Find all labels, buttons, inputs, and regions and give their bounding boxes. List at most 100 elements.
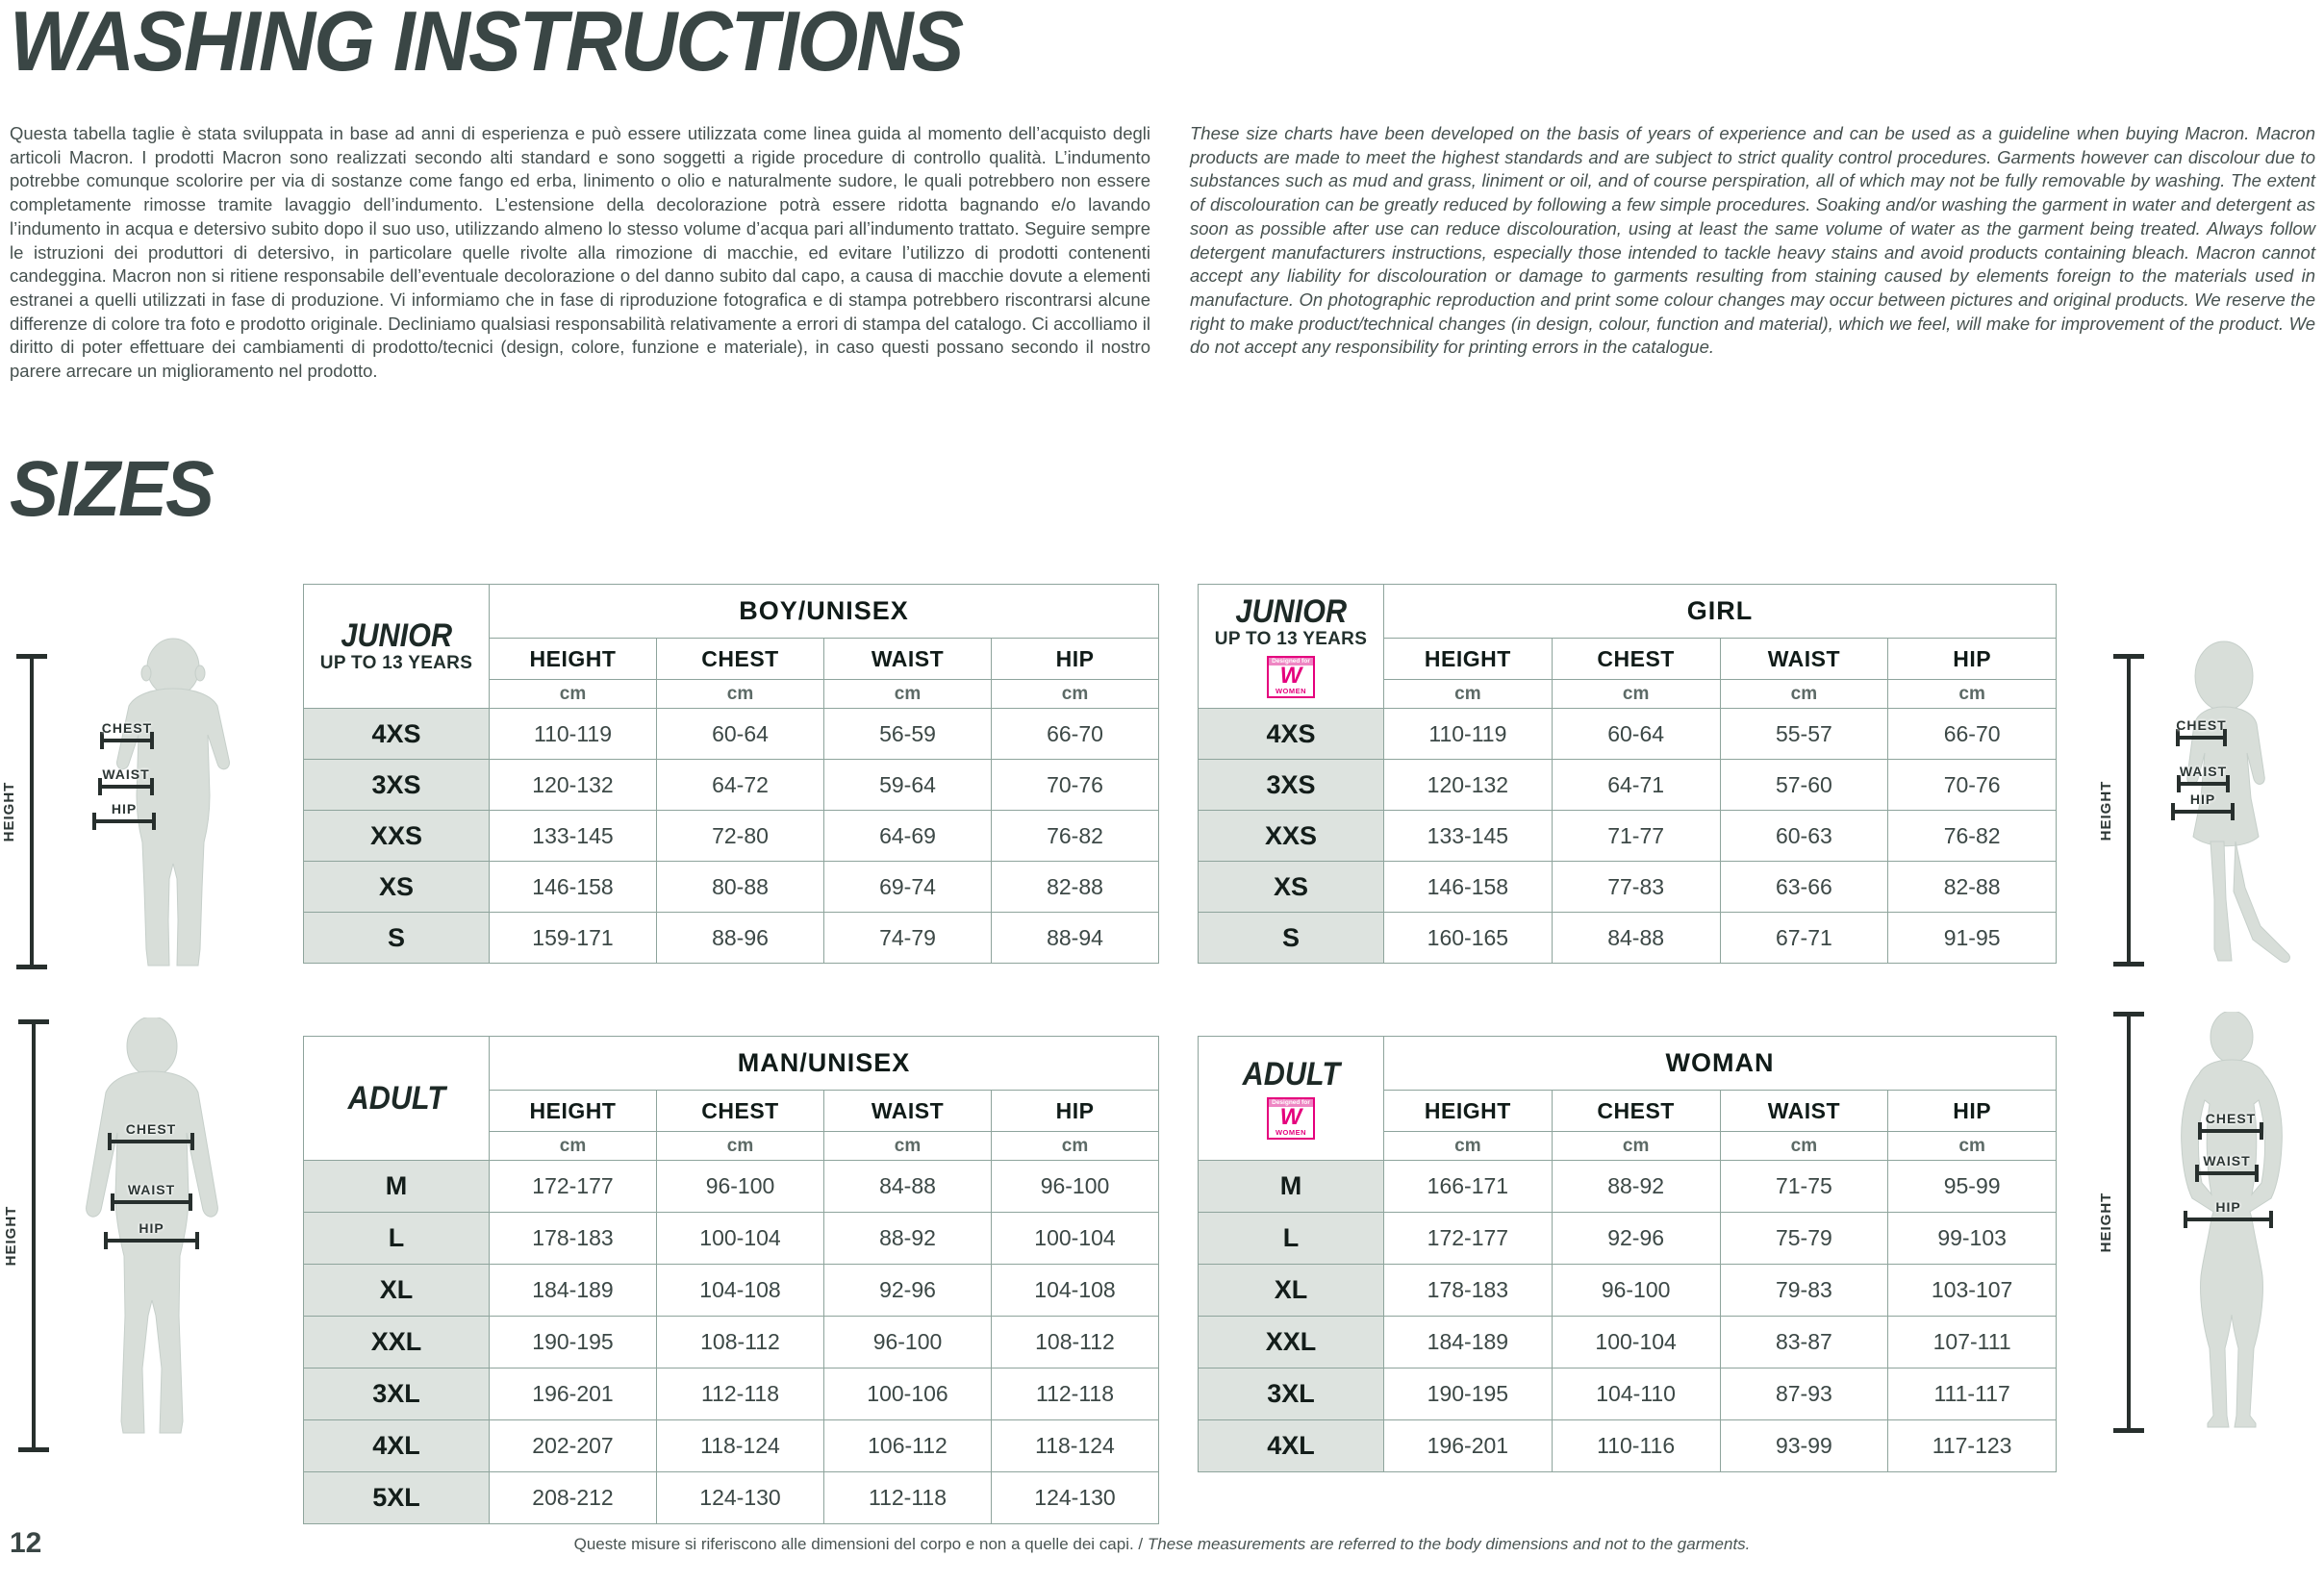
column-header-waist: WAIST	[1719, 1090, 1889, 1132]
group-sublabel: UP TO 13 YEARS	[319, 653, 473, 673]
measurement-value-cell: 190-195	[489, 1316, 657, 1369]
measurement-value-cell: 190-195	[1383, 1368, 1553, 1420]
hip-label: HIP	[2189, 791, 2216, 807]
group-label: JUNIOR	[1235, 593, 1347, 630]
measurement-value-cell: 57-60	[1719, 759, 1889, 811]
column-header-waist: WAIST	[823, 1090, 992, 1132]
measurement-value-cell: 55-57	[1719, 708, 1889, 760]
sizes-heading: SIZES	[10, 445, 215, 533]
measurement-value-cell: 69-74	[823, 861, 992, 913]
size-label-cell: M	[1198, 1160, 1384, 1213]
measurement-value-cell: 71-75	[1719, 1160, 1889, 1213]
size-table-adult-man: ADULT MAN/UNISEX HEIGHT CHEST WAIST HIP …	[303, 1036, 1159, 1524]
measurement-value-cell: 133-145	[1383, 810, 1553, 862]
measurement-value-cell: 76-82	[991, 810, 1159, 862]
size-row: S 159-171 88-96 74-79 88-94	[303, 912, 1159, 964]
measurement-value-cell: 75-79	[1719, 1212, 1889, 1265]
size-label-cell: XS	[303, 861, 490, 913]
group-sublabel: UP TO 13 YEARS	[1214, 629, 1368, 649]
size-row: M 166-171 88-92 71-75 95-99	[1198, 1160, 2057, 1213]
measurement-value-cell: 59-64	[823, 759, 992, 811]
measurement-value-cell: 82-88	[1887, 861, 2057, 913]
measurement-value-cell: 124-130	[991, 1471, 1159, 1524]
size-row: XS 146-158 80-88 69-74 82-88	[303, 861, 1159, 913]
chest-label: CHEST	[2176, 717, 2227, 733]
column-header-height: HEIGHT	[489, 1090, 657, 1132]
size-row: 3XL 196-201 112-118 100-106 112-118	[303, 1368, 1159, 1420]
size-row: 4XL 196-201 110-116 93-99 117-123	[1198, 1419, 2057, 1472]
size-table-adult-woman: ADULT Designed for W WOMEN WOMAN HEIGHT …	[1198, 1036, 2057, 1472]
boy-silhouette	[116, 638, 230, 967]
measurement-value-cell: 96-100	[823, 1316, 992, 1369]
column-header-chest: CHEST	[656, 638, 824, 680]
size-table-junior-girl: JUNIOR UP TO 13 YEARS Designed for W WOM…	[1198, 584, 2057, 964]
size-label-cell: XS	[1198, 861, 1384, 913]
unit-cell: cm	[823, 679, 992, 709]
measurement-value-cell: 178-183	[489, 1212, 657, 1265]
column-header-chest: CHEST	[1551, 638, 1721, 680]
measurement-value-cell: 63-66	[1719, 861, 1889, 913]
measurement-value-cell: 100-104	[1551, 1316, 1721, 1369]
page-title: WASHING INSTRUCTIONS	[10, 0, 964, 88]
measurement-value-cell: 66-70	[991, 708, 1159, 760]
measurement-value-cell: 112-118	[823, 1471, 992, 1524]
measurement-value-cell: 100-104	[656, 1212, 824, 1265]
measurement-value-cell: 103-107	[1887, 1264, 2057, 1317]
measurement-value-cell: 79-83	[1719, 1264, 1889, 1317]
unit-cell: cm	[489, 1131, 657, 1161]
size-row: XL 178-183 96-100 79-83 103-107	[1198, 1264, 2057, 1317]
man-height-measure: HEIGHT	[3, 1019, 49, 1452]
boy-hip-measure-bar: HIP	[92, 801, 156, 830]
measurement-value-cell: 104-108	[656, 1264, 824, 1317]
measurement-value-cell: 159-171	[489, 912, 657, 964]
measurement-value-cell: 60-64	[656, 708, 824, 760]
boy-chest-measure-bar: CHEST	[100, 720, 154, 749]
designed-for-women-badge: Designed for W WOMEN	[1267, 1097, 1315, 1140]
table-group-label: ADULT	[303, 1036, 490, 1161]
unit-cell: cm	[991, 1131, 1159, 1161]
measurement-value-cell: 67-71	[1719, 912, 1889, 964]
measurement-value-cell: 108-112	[656, 1316, 824, 1369]
measurement-value-cell: 99-103	[1887, 1212, 2057, 1265]
measurement-value-cell: 96-100	[1551, 1264, 1721, 1317]
measurement-value-cell: 84-88	[823, 1160, 992, 1213]
measurement-value-cell: 202-207	[489, 1419, 657, 1472]
column-header-hip: HIP	[1887, 638, 2057, 680]
size-label-cell: XXL	[1198, 1316, 1384, 1369]
size-label-cell: XL	[303, 1264, 490, 1317]
unit-cell: cm	[1887, 679, 2057, 709]
size-label-cell: L	[1198, 1212, 1384, 1265]
waist-label: WAIST	[2203, 1153, 2251, 1168]
hip-label: HIP	[2215, 1199, 2241, 1215]
unit-cell: cm	[1719, 679, 1889, 709]
size-row: XXS 133-145 72-80 64-69 76-82	[303, 810, 1159, 862]
unit-cell: cm	[656, 1131, 824, 1161]
size-label-cell: S	[303, 912, 490, 964]
measurement-value-cell: 178-183	[1383, 1264, 1553, 1317]
height-label: HEIGHT	[2098, 1192, 2114, 1253]
measurement-value-cell: 96-100	[991, 1160, 1159, 1213]
measurement-value-cell: 118-124	[991, 1419, 1159, 1472]
measurement-value-cell: 110-116	[1551, 1419, 1721, 1472]
size-label-cell: XL	[1198, 1264, 1384, 1317]
chest-label: CHEST	[2205, 1111, 2257, 1126]
column-header-height: HEIGHT	[1383, 638, 1553, 680]
measurement-value-cell: 83-87	[1719, 1316, 1889, 1369]
column-header-height: HEIGHT	[489, 638, 657, 680]
size-label-cell: 3XS	[1198, 759, 1384, 811]
size-label-cell: 4XL	[303, 1419, 490, 1472]
measurement-value-cell: 95-99	[1887, 1160, 2057, 1213]
measurement-value-cell: 72-80	[656, 810, 824, 862]
measurement-value-cell: 110-119	[1383, 708, 1553, 760]
chest-label: CHEST	[125, 1121, 177, 1137]
table-group-label: JUNIOR UP TO 13 YEARS	[303, 584, 490, 709]
measurement-value-cell: 104-110	[1551, 1368, 1721, 1420]
column-header-chest: CHEST	[656, 1090, 824, 1132]
measurement-value-cell: 92-96	[1551, 1212, 1721, 1265]
measurement-value-cell: 80-88	[656, 861, 824, 913]
measurement-value-cell: 60-64	[1551, 708, 1721, 760]
size-row: XXS 133-145 71-77 60-63 76-82	[1198, 810, 2057, 862]
unit-cell: cm	[656, 679, 824, 709]
woman-silhouette	[2181, 1012, 2283, 1428]
measurement-value-cell: 70-76	[991, 759, 1159, 811]
